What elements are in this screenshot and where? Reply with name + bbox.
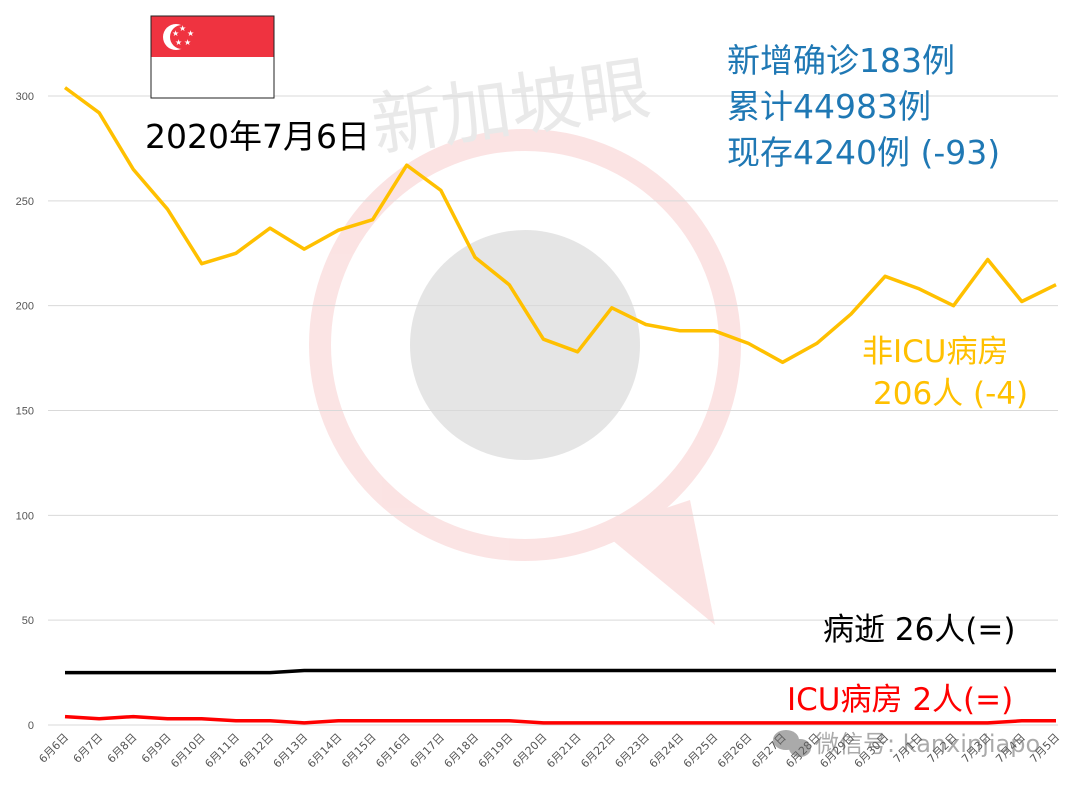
y-axis: 0 50 100 150 200 250 300 <box>16 91 34 732</box>
annotation-icu: ICU病房 2人(=) <box>787 682 1013 718</box>
date-label: 2020年7月6日 <box>145 117 370 156</box>
watermark-disc <box>410 230 640 460</box>
flag-star: ★ <box>184 38 191 47</box>
wechat-icon <box>773 730 811 757</box>
wechat-footer: 微信号: kanxinjiapo <box>773 730 1040 758</box>
y-tick-label: 100 <box>16 510 34 522</box>
watermark-tail <box>600 500 715 625</box>
x-tick-label: 6月11日 <box>202 731 242 771</box>
watermark: 新加坡眼 <box>309 47 741 625</box>
series-line-icu <box>64 714 1056 725</box>
x-tick-label: 6月17日 <box>407 731 447 771</box>
x-tick-label: 6月25日 <box>681 731 721 771</box>
x-tick-label: 6月15日 <box>339 731 379 771</box>
flag-star: ★ <box>187 29 194 38</box>
flag-white-band <box>151 57 274 98</box>
x-tick-label: 6月14日 <box>305 731 345 771</box>
flag-stars: ★ ★ ★ ★ ★ <box>172 24 194 47</box>
y-tick-label: 300 <box>16 91 34 103</box>
x-tick-label: 6月13日 <box>271 731 311 771</box>
summary-active-cases: 现存4240例 (-93) <box>727 133 1000 172</box>
flag-star: ★ <box>179 24 186 33</box>
x-tick-label: 6月26日 <box>715 731 755 771</box>
annotation-non-icu-label: 非ICU病房 <box>862 334 1008 370</box>
flag-crescent-inner <box>170 25 194 49</box>
x-tick-label: 6月24日 <box>647 731 687 771</box>
flag-star: ★ <box>175 38 182 47</box>
summary-new-cases: 新增确诊183例 <box>727 41 955 80</box>
x-tick-label: 6月8日 <box>105 731 140 766</box>
y-tick-label: 0 <box>28 720 34 732</box>
wechat-id: 微信号: kanxinjiapo <box>815 730 1040 758</box>
annotation-deaths: 病逝 26人(=) <box>823 612 1015 648</box>
y-tick-label: 50 <box>22 615 34 627</box>
x-tick-label: 6月20日 <box>510 731 550 771</box>
series-line-non-icu <box>63 86 1057 365</box>
flag-star: ★ <box>172 29 179 38</box>
watermark-ring <box>309 129 741 561</box>
annotation-non-icu-value: 206人 (-4) <box>873 376 1028 412</box>
flag-border <box>150 15 275 99</box>
wechat-bubble <box>789 739 811 757</box>
y-tick-label: 200 <box>16 301 34 313</box>
x-tick-label: 6月16日 <box>373 731 413 771</box>
x-tick-label: 6月18日 <box>442 731 482 771</box>
x-tick-label: 6月19日 <box>476 731 516 771</box>
x-tick-label: 6月12日 <box>237 731 277 771</box>
singapore-flag-icon: ★ ★ ★ ★ ★ <box>150 15 275 99</box>
x-tick-label: 6月6日 <box>36 731 71 766</box>
x-tick-label: 6月23日 <box>612 731 652 771</box>
x-tick-label: 6月21日 <box>544 731 584 771</box>
summary: 新增确诊183例 累计44983例 现存4240例 (-93) <box>727 41 1000 172</box>
y-tick-label: 150 <box>16 406 34 418</box>
x-tick-label: 6月7日 <box>71 731 106 766</box>
series-lines <box>63 86 1057 725</box>
series-line-deaths <box>65 668 1056 675</box>
y-tick-label: 250 <box>16 196 34 208</box>
summary-total-cases: 累计44983例 <box>727 87 931 126</box>
annotation-non-icu: 非ICU病房 206人 (-4) <box>862 334 1028 412</box>
x-tick-label: 6月22日 <box>578 731 618 771</box>
x-tick-label: 6月10日 <box>168 731 208 771</box>
